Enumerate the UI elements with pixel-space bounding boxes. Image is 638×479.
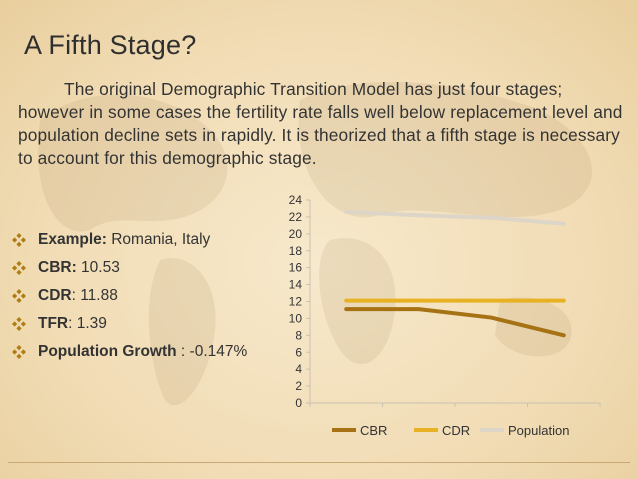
y-tick-label: 0: [295, 396, 302, 410]
series-line-cbr: [344, 307, 566, 338]
fact-label: CBR:: [38, 259, 77, 276]
fact-example: Example: Romania, Italy: [12, 226, 297, 254]
y-tick-label: 4: [295, 362, 302, 376]
chart-legend: CBR CDR Population: [332, 423, 569, 438]
y-tick-label: 20: [289, 227, 303, 241]
y-tick-label: 10: [289, 311, 303, 325]
fact-cdr: CDR: 11.88: [12, 282, 297, 310]
diamond-bullet-icon: [12, 289, 26, 303]
y-tick-label: 24: [289, 193, 303, 207]
legend-label-population: Population: [508, 423, 569, 438]
diamond-bullet-icon: [12, 345, 26, 359]
y-tick-label: 16: [289, 261, 303, 275]
series-lines: [344, 209, 566, 338]
fact-value: : 11.88: [71, 287, 118, 304]
y-tick-label: 2: [295, 379, 302, 393]
fact-label: Example:: [38, 231, 107, 248]
slide-title: A Fifth Stage?: [24, 30, 197, 60]
fact-value: Romania, Italy: [106, 231, 211, 248]
fact-population-growth: Population Growth : -0.147%: [12, 338, 297, 366]
fact-cbr: CBR: 10.53: [12, 254, 297, 282]
y-tick-label: 14: [289, 278, 303, 292]
legend-label-cbr: CBR: [360, 423, 387, 438]
diamond-bullet-icon: [12, 233, 26, 247]
fact-label: TFR: [38, 315, 69, 332]
facts-list: Example: Romania, Italy CBR: 10.53 CDR: …: [12, 226, 297, 366]
y-tick-label: 22: [289, 210, 303, 224]
fact-label: Population Growth: [38, 343, 177, 360]
y-tick-label: 12: [289, 295, 303, 309]
diamond-bullet-icon: [12, 261, 26, 275]
y-tick-label: 8: [295, 328, 302, 342]
fact-label: CDR: [38, 287, 72, 304]
fact-value: : 1.39: [68, 315, 107, 332]
legend-label-cdr: CDR: [442, 423, 470, 438]
fact-tfr: TFR: 1.39: [12, 310, 297, 338]
fact-value: 10.53: [76, 259, 120, 276]
slide-bottom-rule: [8, 462, 630, 463]
intro-paragraph: The original Demographic Transition Mode…: [18, 79, 623, 168]
series-line-population: [344, 209, 566, 226]
fact-value: : -0.147%: [176, 343, 248, 360]
diamond-bullet-icon: [12, 317, 26, 331]
y-tick-label: 18: [289, 244, 303, 258]
y-tick-label: 6: [295, 345, 302, 359]
